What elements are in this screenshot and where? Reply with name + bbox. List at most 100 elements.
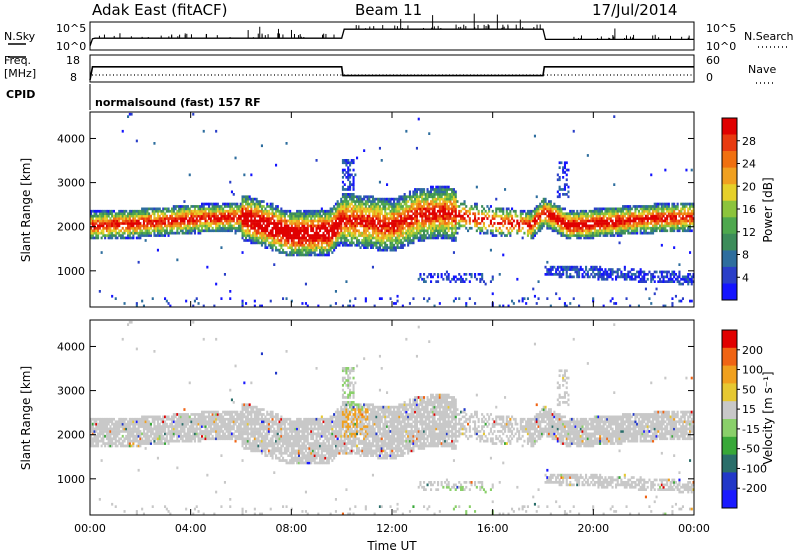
power-cell [625, 224, 628, 228]
power-cell [502, 231, 505, 235]
power-cell [528, 214, 531, 218]
power-cell [153, 229, 156, 233]
power-cell [283, 243, 286, 247]
power-cell [361, 197, 364, 201]
power-cell [629, 222, 632, 225]
power-cell [264, 231, 267, 235]
power-cell [164, 217, 167, 220]
power-cell [371, 212, 374, 216]
power-cell [206, 219, 209, 223]
colorbar-swatch [722, 184, 737, 202]
power-cell [142, 226, 145, 230]
power-cell [294, 226, 297, 230]
power-cell [616, 212, 619, 216]
power-cell [579, 222, 582, 225]
power-cell [285, 229, 288, 233]
power-cell [375, 246, 378, 249]
power-cell [326, 248, 329, 252]
power-cell [278, 241, 281, 245]
power-cell [535, 231, 538, 235]
power-cell [167, 234, 170, 237]
power-cell [290, 239, 293, 242]
power-cell [319, 248, 322, 252]
power-cell [144, 224, 147, 228]
power-cell [373, 226, 376, 230]
power-cell [315, 231, 318, 235]
power-cell [444, 214, 447, 218]
power-cell [246, 209, 249, 213]
power-cell [343, 159, 346, 162]
power-cell [380, 202, 383, 206]
power-cell [403, 195, 406, 199]
power-cell [528, 209, 531, 213]
power-cell [264, 207, 267, 211]
power-cell [260, 229, 263, 233]
power-cell [269, 219, 272, 223]
power-cell [468, 212, 471, 216]
power-cell [331, 243, 334, 247]
power-cell [386, 214, 389, 218]
power-cell [112, 234, 115, 237]
power-cell [542, 209, 545, 213]
power-cell [671, 207, 674, 211]
power-cell [313, 246, 316, 249]
power-cell [195, 212, 198, 216]
power-cell [349, 193, 352, 196]
power-cell [659, 207, 662, 211]
power-cell [447, 197, 450, 201]
power-cell [602, 270, 605, 274]
power-cell [125, 214, 128, 218]
power-cell [498, 231, 501, 235]
power-cell [590, 214, 593, 218]
power-cell [393, 226, 396, 230]
power-cell [479, 280, 482, 283]
power-cell [408, 222, 411, 225]
power-cell [451, 239, 454, 242]
power-cell [419, 234, 422, 237]
power-cell [423, 205, 426, 208]
power-cell [616, 219, 619, 223]
power-cell [613, 183, 616, 186]
power-cell [255, 219, 258, 223]
power-cell [578, 268, 581, 271]
power-cell [639, 268, 642, 271]
power-cell [535, 195, 538, 199]
power-cell [179, 217, 182, 220]
power-cell [655, 270, 658, 274]
power-cell [549, 207, 552, 211]
power-cell [685, 229, 688, 233]
power-cell [229, 297, 232, 300]
power-cell [363, 217, 366, 220]
power-cell [440, 236, 443, 240]
power-cell [165, 214, 168, 218]
power-cell [611, 234, 614, 237]
power-cell [262, 200, 265, 203]
power-cell [565, 229, 568, 233]
power-cell [287, 224, 290, 228]
power-cell [444, 202, 447, 206]
power-cell [606, 234, 609, 237]
colorbar-swatch [722, 250, 737, 268]
power-cell [424, 234, 427, 237]
power-cell [623, 222, 626, 225]
power-cell [248, 202, 251, 206]
power-cell [370, 226, 373, 230]
power-cell [169, 209, 172, 213]
power-cell [183, 226, 186, 230]
power-cell [243, 231, 246, 235]
power-cell [90, 219, 93, 223]
power-cell [423, 236, 426, 240]
power-cell [438, 224, 441, 228]
power-cell [451, 202, 454, 206]
power-cell [428, 209, 431, 213]
power-cell [352, 214, 355, 218]
power-cell [315, 243, 318, 247]
power-cell [578, 234, 581, 237]
power-cell [377, 212, 380, 216]
power-cell [222, 217, 225, 220]
power-cell [632, 217, 635, 220]
power-cell [616, 273, 619, 276]
power-cell [238, 205, 241, 208]
power-cell [683, 224, 686, 228]
power-cell [625, 209, 628, 213]
